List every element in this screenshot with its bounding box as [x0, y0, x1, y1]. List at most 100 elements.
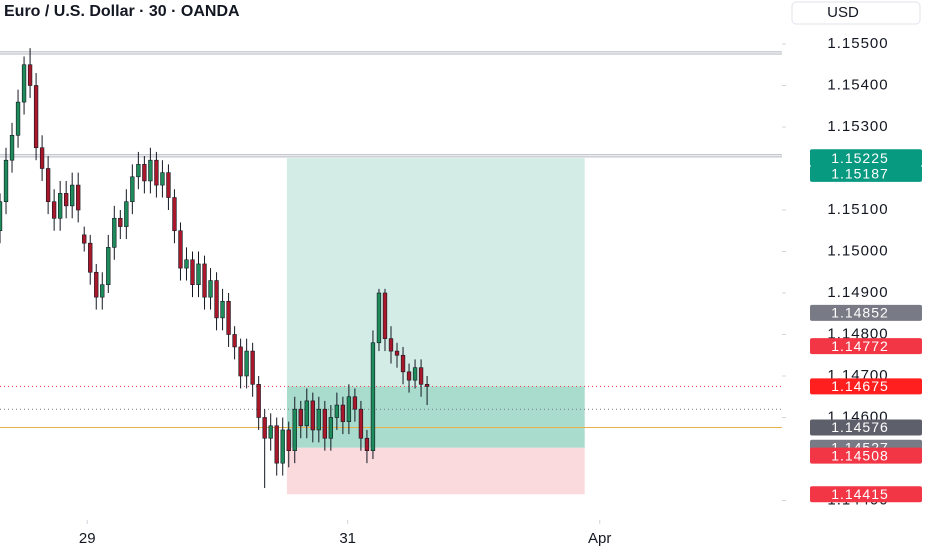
candle-body [76, 184, 81, 211]
candle-body [424, 383, 430, 387]
candle-body [322, 408, 327, 439]
x-tick-label: 29 [79, 530, 96, 547]
candle-body [346, 396, 352, 422]
candle-body [214, 280, 219, 319]
candle-body [262, 417, 267, 439]
candle-body [190, 259, 195, 285]
candle-body [45, 168, 51, 202]
price-label: 1.14772 [831, 338, 889, 354]
price-label: 1.14675 [831, 378, 889, 394]
price-label: 1.15225 [831, 150, 889, 166]
candle-body [82, 234, 87, 244]
price-label-box [810, 304, 922, 321]
stop-zone [286, 447, 585, 495]
candle-body [172, 197, 177, 232]
candle-body [340, 404, 346, 422]
price-label-box [810, 447, 922, 464]
candle-body [178, 230, 183, 269]
candle-body [33, 85, 39, 149]
candle-body [334, 404, 340, 418]
candle-body [130, 176, 135, 202]
candle-body [310, 400, 315, 431]
candle-body [268, 425, 273, 439]
currency-button[interactable] [791, 1, 921, 25]
candle-body [57, 193, 63, 219]
price-label: 1.14576 [831, 419, 889, 435]
candle-body [9, 134, 15, 161]
candle-body [316, 408, 321, 431]
candle-body [184, 259, 189, 269]
price-label: 1.14852 [831, 305, 889, 321]
candle-body [202, 263, 207, 298]
price-label: 1.14508 [831, 447, 889, 463]
candle-body [51, 201, 57, 219]
candle-body [412, 367, 418, 381]
candle-body [220, 300, 225, 319]
candle-body [376, 292, 382, 344]
candle-body [250, 350, 255, 385]
candle-body [370, 342, 376, 451]
candle-body [142, 164, 147, 182]
candle-body [274, 425, 279, 464]
candle-body [292, 408, 297, 451]
candle-body [70, 184, 75, 207]
plot-area [0, 48, 782, 495]
candle-body [238, 346, 243, 377]
candle-body [298, 408, 303, 427]
candle-body [244, 350, 249, 377]
candle-body [304, 400, 309, 427]
price-label: 1.15187 [831, 166, 889, 182]
candle-body [27, 64, 33, 86]
candle-body [0, 201, 3, 232]
price-label-box [810, 165, 922, 182]
candle-body [21, 64, 27, 103]
y-tick-label: 1.15000 [827, 242, 888, 259]
candle-body [388, 338, 394, 352]
candle-body [3, 159, 9, 202]
candle-body [136, 164, 141, 178]
candle-body [328, 417, 334, 439]
candle-body [15, 101, 21, 136]
candle-body [226, 300, 231, 335]
candle-body [232, 334, 237, 348]
candle-body [256, 383, 261, 418]
chart-title: Euro / U.S. Dollar · 30 · OANDA [4, 3, 240, 20]
candle-body [280, 429, 285, 464]
candle-body [160, 172, 165, 186]
candle-body [112, 217, 117, 248]
candle-body [106, 247, 111, 285]
price-label: 1.14415 [831, 486, 889, 502]
open-zone [286, 386, 585, 448]
candle-body [88, 242, 93, 273]
candle-body [166, 172, 171, 198]
candle-body [352, 396, 358, 410]
currency-label[interactable]: USD [827, 4, 859, 21]
y-tick-label: 1.15300 [827, 118, 888, 135]
price-label-box [810, 378, 922, 395]
candle-body [406, 371, 412, 381]
y-tick-label: 1.15100 [827, 201, 888, 218]
candle-body [382, 292, 388, 339]
candle-body [196, 263, 201, 285]
candle-body [39, 147, 45, 169]
candle-body [400, 354, 406, 373]
price-label-box [810, 338, 922, 355]
candle-body [358, 408, 364, 439]
y-tick-label: 1.14900 [827, 284, 888, 301]
y-tick-label: 1.15500 [827, 35, 888, 52]
candle-body [100, 284, 105, 298]
price-label-box [810, 486, 922, 503]
candle-body [94, 271, 99, 298]
x-tick-label: 31 [339, 530, 356, 547]
candle-body [364, 437, 370, 451]
candle-body [418, 367, 424, 385]
candle-body [64, 193, 69, 207]
candle-body [154, 159, 159, 186]
candle-body [286, 429, 291, 451]
target-zone [286, 158, 585, 387]
candle-body [208, 280, 213, 298]
candle-body [148, 159, 153, 182]
candle-body [118, 217, 123, 227]
